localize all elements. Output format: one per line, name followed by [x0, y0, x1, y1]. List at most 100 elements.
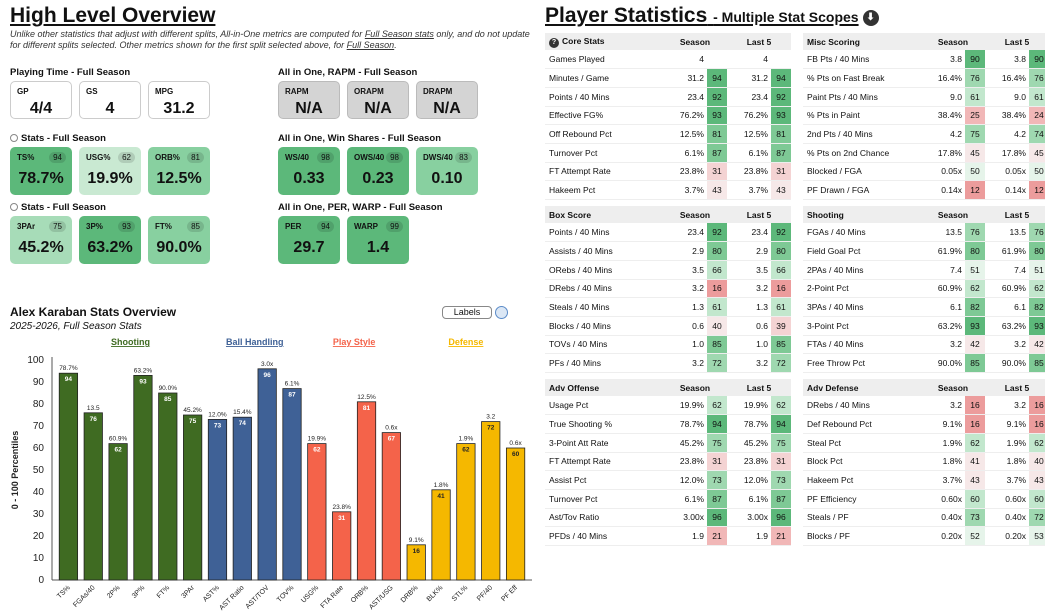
x-tick-label: FGAs/40	[72, 584, 97, 609]
percentile-cell: 42	[1029, 335, 1045, 355]
stat-name: Blocked / FGA	[803, 162, 921, 182]
percentile-cell: 60	[965, 489, 985, 509]
stat-value: 4.2	[985, 124, 1029, 144]
stat-value: 3.2	[663, 353, 707, 373]
percentile-cell: 72	[707, 353, 727, 373]
stat-card-ws40: WS/40 98 0.33	[278, 147, 340, 195]
table-advdef: Adv Defense Season Last 5 DRebs / 40 Mins 3.…	[803, 379, 1045, 546]
stat-value: 90.0%	[985, 353, 1029, 373]
table-row: DRebs / 40 Mins 3.2 16 3.2 16	[803, 396, 1045, 416]
full-season-link-1[interactable]: Full Season stats	[364, 29, 434, 39]
split-radio[interactable]	[10, 203, 18, 211]
bar-pf-40	[481, 421, 501, 581]
full-season-link-2[interactable]: Full Season	[346, 40, 395, 50]
bar-percentile-label: 93	[139, 378, 147, 385]
bar-value-label: 90.0%	[159, 385, 178, 392]
stat-name: DRebs / 40 Mins	[545, 279, 663, 299]
percentile-cell: 80	[707, 241, 727, 261]
bar-percentile-label: 85	[164, 396, 172, 403]
split-radio[interactable]	[10, 134, 18, 142]
percentile-cell	[771, 50, 791, 70]
x-tick-label: FT%	[156, 584, 171, 599]
stat-value: 16.4%	[921, 68, 965, 88]
bar-usg-	[307, 443, 327, 581]
percentile-cell: 92	[771, 223, 791, 243]
stat-value: 78.7%	[727, 414, 771, 434]
x-tick-label: FTA Rate	[320, 584, 346, 610]
stat-value: 2.9	[663, 241, 707, 261]
percentile-cell: 92	[707, 223, 727, 243]
percentile-cell: 87	[707, 489, 727, 509]
y-tick-label: 100	[27, 355, 44, 366]
percentile-cell: 16	[1029, 396, 1045, 416]
percentile-cell: 40	[1029, 452, 1045, 472]
stat-card-value: N/A	[295, 100, 323, 117]
stat-card-value: 90.0%	[156, 239, 202, 256]
table-box: Box Score Season Last 5 Points / 40 Mins 23.…	[545, 206, 791, 373]
bar-value-label: 12.0%	[208, 411, 227, 418]
table-row: PF Drawn / FGA 0.14x 12 0.14x 12	[803, 180, 1045, 200]
bar-percentile-label: 75	[189, 418, 197, 425]
table-row: Block Pct 1.8% 41 1.8% 40	[803, 452, 1045, 472]
stat-card-label: WARP	[354, 222, 378, 231]
percentile-cell: 85	[965, 353, 985, 373]
bar-percentile-label: 72	[487, 425, 495, 432]
table-row: Paint Pts / 40 Mins 9.0 61 9.0 61	[803, 87, 1045, 107]
percentile-cell: 94	[771, 414, 791, 434]
stat-card-label: 3PAr	[17, 222, 36, 231]
col-header-last5: Last 5	[727, 33, 791, 50]
percentile-cell: 92	[771, 87, 791, 107]
labels-button[interactable]: Labels	[442, 306, 492, 319]
percentile-cell: 16	[965, 396, 985, 416]
stat-value: 19.9%	[663, 396, 707, 416]
percentile-cell: 50	[1029, 162, 1045, 182]
percentile-cell: 76	[965, 68, 985, 88]
bar-3par	[183, 414, 203, 581]
labels-toggle[interactable]	[495, 306, 508, 319]
stat-name: TOVs / 40 Mins	[545, 335, 663, 355]
stat-card-per: PER 94 29.7	[278, 216, 340, 264]
stat-card-label: PER	[285, 222, 302, 231]
stat-card-dws40: DWS/40 83 0.10	[416, 147, 478, 195]
stat-card-drapm: DRAPM N/A	[416, 81, 478, 119]
stat-value: 9.0	[985, 87, 1029, 107]
x-tick-label: 3PAr	[180, 584, 196, 600]
percentile-cell: 92	[707, 87, 727, 107]
percentile-cell: 21	[771, 526, 791, 546]
stat-value: 6.1%	[727, 143, 771, 163]
stat-value: 3.8	[921, 50, 965, 70]
stat-card-value: 0.33	[293, 170, 325, 187]
table-row: ORebs / 40 Mins 3.5 66 3.5 66	[545, 260, 791, 280]
percentile-badge: 75	[49, 221, 66, 232]
stat-value: 45.2%	[663, 433, 707, 453]
col-header-last5: Last 5	[985, 206, 1045, 223]
x-tick-label: BLK%	[426, 584, 445, 603]
x-tick-label: PF/40	[476, 584, 494, 602]
bar-tov-	[282, 388, 302, 581]
x-tick-label: AST%	[202, 584, 221, 603]
bar-value-label: 13.5	[87, 405, 100, 412]
stat-value: 3.7%	[663, 180, 707, 200]
help-icon[interactable]: ?	[549, 37, 559, 48]
stat-value: 4	[663, 50, 707, 70]
percentile-cell: 76	[1029, 68, 1045, 88]
stat-value: 0.05x	[985, 162, 1029, 182]
stat-value: 1.3	[663, 297, 707, 317]
bar-value-label: 1.8%	[434, 482, 449, 489]
stat-value: 1.3	[727, 297, 771, 317]
table-title: Adv Offense	[545, 379, 663, 396]
x-tick-label: 2P%	[106, 584, 121, 599]
download-icon[interactable]: ⬇	[862, 10, 879, 26]
percentile-cell: 87	[771, 489, 791, 509]
percentile-cell: 25	[965, 106, 985, 126]
bar-percentile-label: 67	[388, 436, 396, 443]
stat-card-label: RAPM	[285, 87, 309, 96]
bar-pf-eff	[505, 447, 526, 581]
col-header-season: Season	[921, 206, 985, 223]
y-tick-label: 10	[33, 553, 45, 564]
percentile-badge: 81	[187, 152, 204, 163]
table-row: FGAs / 40 Mins 13.5 76 13.5 76	[803, 223, 1045, 243]
stat-card-usg: USG% 62 19.9%	[79, 147, 141, 195]
stat-card-label: USG%	[86, 153, 111, 162]
bar-value-label: 78.7%	[59, 365, 78, 372]
